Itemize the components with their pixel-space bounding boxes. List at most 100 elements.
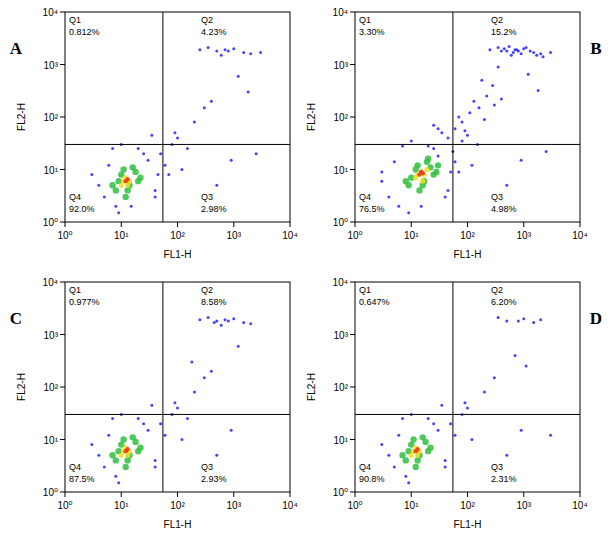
plot-frame xyxy=(355,282,580,492)
point xyxy=(111,147,114,150)
y-tick-label: 10⁴ xyxy=(333,277,348,288)
point xyxy=(407,481,410,484)
point xyxy=(180,438,183,441)
point xyxy=(224,318,227,321)
y-tick xyxy=(350,117,355,118)
y-tick-label: 10⁴ xyxy=(43,7,58,18)
point xyxy=(114,475,117,478)
point xyxy=(525,46,528,49)
point xyxy=(154,189,157,192)
x-tick xyxy=(411,222,412,227)
point xyxy=(468,111,471,114)
y-tick-label: 10³ xyxy=(334,60,349,71)
point xyxy=(232,47,235,50)
point xyxy=(437,127,440,130)
point xyxy=(213,321,216,324)
point xyxy=(173,401,176,404)
point xyxy=(437,155,440,158)
point xyxy=(517,320,520,323)
point xyxy=(207,46,210,49)
point xyxy=(210,100,213,103)
figure: 10⁰10¹10²10³10⁴10⁰10¹10²10³10⁴FL1-HFL2-H… xyxy=(0,0,610,535)
y-tick xyxy=(60,439,65,440)
point xyxy=(542,55,545,58)
point xyxy=(387,454,390,457)
x-tick-label: 10¹ xyxy=(404,500,419,511)
point xyxy=(497,65,500,68)
point xyxy=(215,184,218,187)
point xyxy=(420,434,426,440)
quadrant-name: Q1 xyxy=(359,285,371,295)
y-tick xyxy=(60,492,65,493)
quadrant-line xyxy=(355,144,580,145)
point xyxy=(176,406,179,409)
point xyxy=(186,147,189,150)
point xyxy=(461,139,464,142)
point xyxy=(125,183,130,188)
point xyxy=(124,457,130,463)
y-tick-label: 10¹ xyxy=(44,165,59,176)
y-tick-label: 10³ xyxy=(44,60,59,71)
panel: 10⁰10¹10²10³10⁴10⁰10¹10²10³10⁴FL1-HFL2-H… xyxy=(10,277,298,530)
points xyxy=(90,46,262,214)
point xyxy=(180,168,183,171)
x-tick-label: 10⁴ xyxy=(572,500,587,511)
point xyxy=(463,401,466,404)
point xyxy=(401,145,404,148)
point xyxy=(527,73,530,76)
x-tick xyxy=(467,492,468,497)
point xyxy=(454,160,457,163)
point xyxy=(508,45,511,48)
x-axis-label: FL1-H xyxy=(164,249,192,260)
quadrant-percent: 2.98% xyxy=(201,204,227,214)
point xyxy=(444,195,447,198)
y-tick xyxy=(60,282,65,283)
y-tick-label: 10⁰ xyxy=(333,217,348,228)
quadrant-line xyxy=(452,12,453,222)
point xyxy=(432,422,435,425)
x-tick-label: 10³ xyxy=(227,230,242,241)
point xyxy=(415,447,419,451)
point xyxy=(477,106,480,109)
point xyxy=(210,370,213,373)
x-tick xyxy=(290,222,291,227)
point xyxy=(505,184,508,187)
point xyxy=(259,51,262,54)
y-tick xyxy=(60,12,65,13)
point xyxy=(432,147,435,150)
point xyxy=(167,173,170,176)
plot-frame xyxy=(65,282,290,492)
point xyxy=(249,52,252,55)
x-tick-label: 10⁰ xyxy=(347,230,362,241)
y-tick xyxy=(60,387,65,388)
point xyxy=(461,121,464,124)
point xyxy=(433,169,439,175)
point xyxy=(525,365,528,368)
point xyxy=(109,452,115,458)
point xyxy=(249,322,252,325)
y-tick xyxy=(350,282,355,283)
point xyxy=(483,118,486,121)
y-tick-label: 10¹ xyxy=(334,435,349,446)
quadrant-line xyxy=(162,282,163,492)
y-tick xyxy=(350,334,355,335)
point xyxy=(215,454,218,457)
point xyxy=(190,360,193,363)
x-tick xyxy=(121,222,122,227)
x-tick-label: 10⁴ xyxy=(572,230,587,241)
point xyxy=(224,48,227,51)
point xyxy=(242,321,245,324)
point xyxy=(491,84,494,87)
point xyxy=(164,164,167,167)
y-tick-label: 10⁰ xyxy=(333,487,348,498)
x-tick-label: 10³ xyxy=(227,500,242,511)
point xyxy=(193,391,196,394)
x-tick-label: 10¹ xyxy=(114,230,129,241)
y-axis-label: FL2-H xyxy=(16,373,27,401)
y-tick xyxy=(350,492,355,493)
x-tick xyxy=(121,492,122,497)
point xyxy=(505,454,508,457)
point xyxy=(520,52,523,55)
point xyxy=(437,429,440,432)
point xyxy=(449,170,452,173)
